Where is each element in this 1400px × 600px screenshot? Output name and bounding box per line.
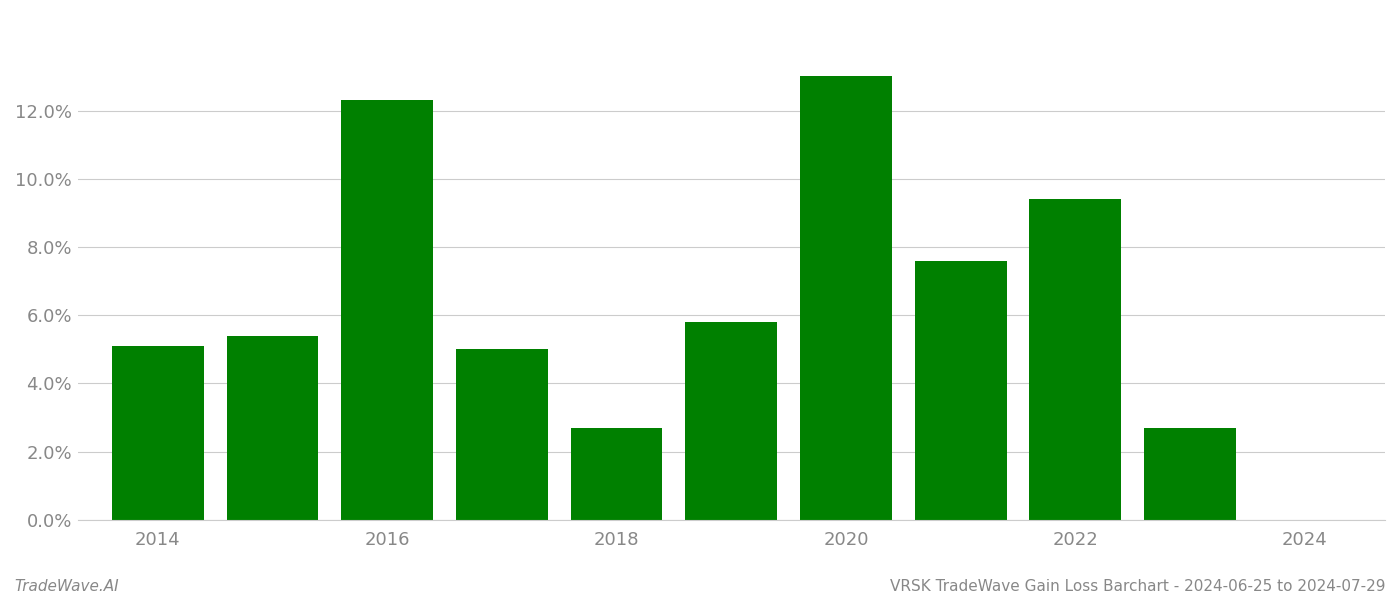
Bar <box>914 260 1007 520</box>
Bar <box>686 322 777 520</box>
Bar <box>227 335 318 520</box>
Text: VRSK TradeWave Gain Loss Barchart - 2024-06-25 to 2024-07-29: VRSK TradeWave Gain Loss Barchart - 2024… <box>890 579 1386 594</box>
Bar <box>112 346 204 520</box>
Bar <box>1029 199 1121 520</box>
Bar <box>456 349 547 520</box>
Bar <box>342 100 433 520</box>
Bar <box>571 428 662 520</box>
Bar <box>799 76 892 520</box>
Bar <box>1144 428 1236 520</box>
Text: TradeWave.AI: TradeWave.AI <box>14 579 119 594</box>
